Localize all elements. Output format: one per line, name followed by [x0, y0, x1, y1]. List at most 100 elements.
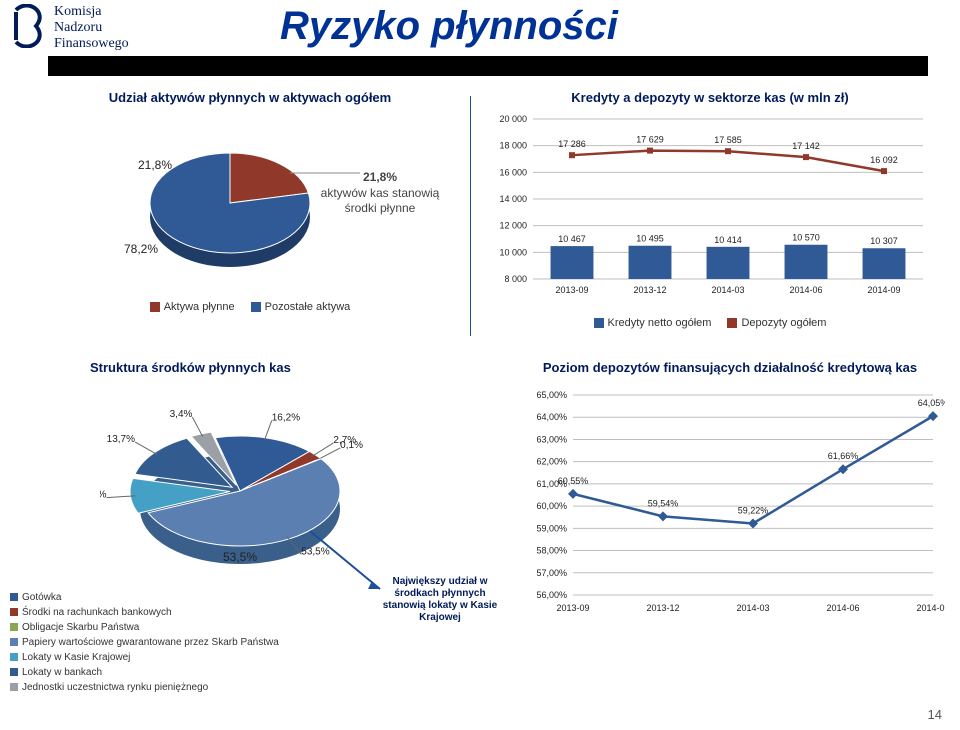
svg-text:2013-12: 2013-12: [646, 603, 679, 613]
legend-label: Papiery wartościowe gwarantowane przez S…: [22, 637, 279, 648]
pie2-legend: Gotówka Środki na rachunkach bankowych Obl…: [10, 590, 279, 695]
svg-text:60,00%: 60,00%: [536, 501, 567, 511]
knf-logo-icon: [10, 4, 50, 48]
bar-line-title: Kredyty a depozyty w sektorze kas (w mln…: [480, 90, 940, 105]
pie1-chart: Udział aktywów płynnych w aktywach ogółe…: [40, 90, 460, 313]
pie1-legend: Aktywa płynne Pozostałe aktywa: [40, 301, 460, 313]
pie1-callout: 21,8% aktywów kas stanowią środki płynne: [320, 170, 440, 217]
line-chart: Poziom depozytów finansujących działalno…: [510, 360, 950, 633]
swatch: [727, 318, 737, 328]
svg-text:2013-09: 2013-09: [555, 285, 588, 295]
svg-text:3,4%: 3,4%: [170, 409, 193, 420]
pie1-callout-pct: 21,8%: [363, 170, 397, 184]
legend-label: Lokaty w Kasie Krajowej: [22, 652, 130, 663]
svg-text:17 629: 17 629: [636, 135, 664, 145]
legend-bar: Kredyty netto ogółem: [594, 317, 712, 329]
title-underline: [48, 56, 928, 76]
pie1-legend-item-0: Aktywa płynne: [150, 301, 235, 313]
swatch: [10, 683, 18, 691]
svg-text:17 142: 17 142: [792, 141, 820, 151]
svg-text:21,8%: 21,8%: [138, 158, 172, 172]
legend-label: Lokaty w bankach: [22, 667, 102, 678]
pie2-legend-item: Lokaty w Kasie Krajowej: [10, 650, 279, 665]
pie2-annotation: Największy udział w środkach płynnych st…: [378, 576, 502, 624]
svg-text:18 000: 18 000: [499, 141, 527, 151]
svg-text:64,05%: 64,05%: [918, 398, 945, 408]
swatch: [10, 593, 18, 601]
page-number: 14: [928, 707, 942, 722]
pie1-legend-item-1: Pozostałe aktywa: [251, 301, 351, 313]
svg-text:59,54%: 59,54%: [648, 498, 679, 508]
svg-text:2013-12: 2013-12: [633, 285, 666, 295]
swatch: [150, 302, 160, 312]
bar-line-legend: Kredyty netto ogółem Depozyty ogółem: [480, 317, 940, 329]
pie2-legend-item: Papiery wartościowe gwarantowane przez S…: [10, 635, 279, 650]
logo-block: Komisja Nadzoru Finansowego: [10, 4, 129, 52]
svg-text:16 000: 16 000: [499, 167, 527, 177]
svg-text:10 495: 10 495: [636, 234, 664, 244]
svg-text:64,00%: 64,00%: [536, 412, 567, 422]
legend-label: Depozyty ogółem: [741, 317, 826, 329]
bar-line-svg: 8 00010 00012 00014 00016 00018 00020 00…: [485, 109, 935, 309]
pie2-legend-item: Jednostki uczestnictwa rynku pieniężnego: [10, 680, 279, 695]
svg-text:13,7%: 13,7%: [107, 434, 135, 445]
header: Komisja Nadzoru Finansowego Ryzyko płynn…: [0, 0, 960, 80]
legend-line: Depozyty ogółem: [727, 317, 826, 329]
pie1-title: Udział aktywów płynnych w aktywach ogółe…: [40, 90, 460, 105]
svg-text:10 000: 10 000: [499, 247, 527, 257]
svg-text:53,5%: 53,5%: [301, 546, 329, 557]
legend-label: Pozostałe aktywa: [265, 301, 351, 313]
bar-line-chart: Kredyty a depozyty w sektorze kas (w mln…: [480, 90, 940, 329]
svg-text:2014-03: 2014-03: [736, 603, 769, 613]
org-line-3: Finansowego: [54, 36, 129, 52]
legend-label: Kredyty netto ogółem: [608, 317, 712, 329]
swatch: [251, 302, 261, 312]
svg-text:10,3%: 10,3%: [100, 490, 107, 501]
svg-text:58,00%: 58,00%: [536, 546, 567, 556]
swatch: [10, 638, 18, 646]
pie2-legend-item: Gotówka: [10, 590, 279, 605]
svg-text:61,66%: 61,66%: [828, 451, 859, 461]
svg-text:53,5%: 53,5%: [223, 550, 257, 564]
svg-text:2014-06: 2014-06: [789, 285, 822, 295]
legend-label: Jednostki uczestnictwa rynku pieniężnego: [22, 682, 208, 693]
svg-text:10 570: 10 570: [792, 233, 820, 243]
svg-text:63,00%: 63,00%: [536, 434, 567, 444]
swatch: [10, 668, 18, 676]
page-title: Ryzyko płynności: [280, 4, 618, 49]
svg-text:16 092: 16 092: [870, 155, 898, 165]
svg-text:59,00%: 59,00%: [536, 523, 567, 533]
svg-text:2014-09: 2014-09: [867, 285, 900, 295]
svg-text:16,2%: 16,2%: [272, 412, 300, 423]
svg-text:17 585: 17 585: [714, 135, 742, 145]
svg-text:20 000: 20 000: [499, 114, 527, 124]
svg-text:78,2%: 78,2%: [124, 242, 158, 256]
swatch: [10, 608, 18, 616]
swatch: [594, 318, 604, 328]
legend-label: Obligacje Skarbu Państwa: [22, 622, 139, 633]
org-line-2: Nadzoru: [54, 20, 129, 36]
svg-text:10 414: 10 414: [714, 235, 742, 245]
svg-text:10 467: 10 467: [558, 234, 586, 244]
svg-text:59,22%: 59,22%: [738, 505, 769, 515]
svg-text:62,00%: 62,00%: [536, 457, 567, 467]
svg-text:2014-09: 2014-09: [916, 603, 945, 613]
legend-label: Aktywa płynne: [164, 301, 235, 313]
svg-text:2013-09: 2013-09: [556, 603, 589, 613]
line-title: Poziom depozytów finansujących działalno…: [510, 360, 950, 375]
pie2-legend-item: Środki na rachunkach bankowych: [10, 605, 279, 620]
swatch: [10, 653, 18, 661]
pie2-svg: 16,2%2,7%0,1%53,5%10,3%13,7%3,4%53,5%: [100, 381, 400, 601]
pie2-legend-item: Obligacje Skarbu Państwa: [10, 620, 279, 635]
line-svg: 56,00%57,00%58,00%59,00%60,00%61,00%62,0…: [515, 383, 945, 633]
svg-text:65,00%: 65,00%: [536, 390, 567, 400]
legend-label: Środki na rachunkach bankowych: [22, 607, 172, 618]
svg-text:2014-03: 2014-03: [711, 285, 744, 295]
swatch: [10, 623, 18, 631]
svg-text:2014-06: 2014-06: [826, 603, 859, 613]
svg-text:12 000: 12 000: [499, 221, 527, 231]
pie2-chart: Struktura środków płynnych kas 16,2%2,7%…: [10, 360, 490, 601]
svg-text:57,00%: 57,00%: [536, 568, 567, 578]
pie1-callout-text: aktywów kas stanowią środki płynne: [321, 186, 440, 216]
legend-label: Gotówka: [22, 592, 61, 603]
